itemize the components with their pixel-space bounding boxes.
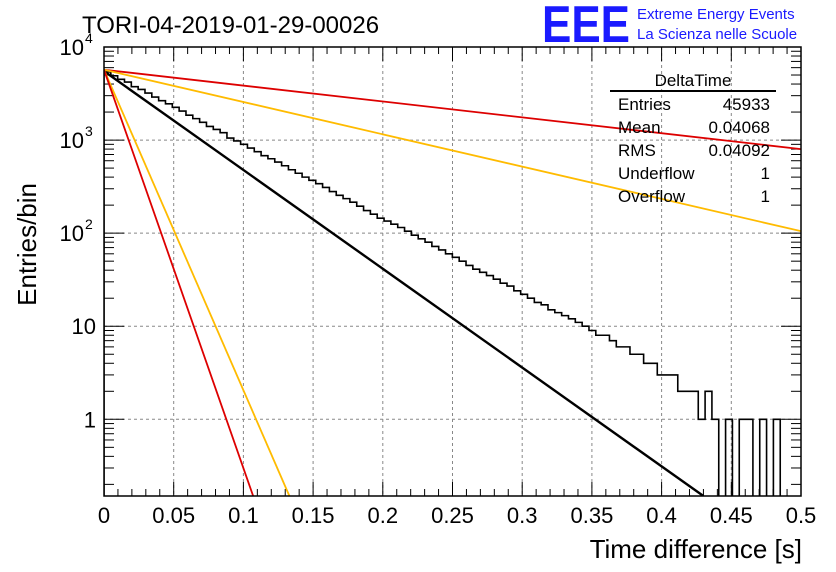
stats-value-entries: 45933 [723,95,770,114]
x-tick-label: 0 [98,503,110,528]
histogram-outline [104,71,782,496]
stats-label-mean: Mean [618,118,661,137]
stats-label-entries: Entries [618,95,671,114]
plot-frame [103,46,802,497]
y-axis-title: Entries/bin [12,183,42,306]
fit-line-2 [104,68,801,150]
x-axis-title: Time difference [s] [590,534,802,564]
stats-title: DeltaTime [655,71,732,90]
x-tick-label: 0.25 [431,503,474,528]
x-tick-label: 0.5 [786,503,817,528]
y-tick-exponent: 3 [85,123,93,139]
x-tick-label: 0.4 [646,503,677,528]
stats-value-overflow: 1 [761,187,770,206]
x-tick-label: 0.35 [570,503,613,528]
x-tick-label: 0.45 [710,503,753,528]
y-tick-label: 10 [60,128,84,153]
x-tick-label: 0.3 [507,503,538,528]
stats-label-overflow: Overflow [618,187,686,206]
tick-labels: 0 0.05 0.1 0.15 0.2 0.25 0.3 0.35 0.4 0.45 0.5 1 10 1… [60,30,817,528]
y-tick-label: 10 [72,314,96,339]
stats-value-rms: 0.04092 [709,141,770,160]
stats-value-underflow: 1 [761,164,770,183]
histogram-series [104,71,782,496]
eee-logo: EEE Extreme Energy Events La Scienza nel… [542,0,797,54]
y-tick-label: 10 [60,221,84,246]
x-tick-label: 0.2 [368,503,399,528]
fit-line-4 [104,69,291,496]
chart-title: TORI-04-2019-01-29-00026 [82,12,379,39]
fit-line-5 [104,69,255,496]
stats-label-rms: RMS [618,141,656,160]
y-tick-label: 1 [84,407,96,432]
fit-line-3 [104,68,801,233]
fit-line-1 [104,70,705,496]
x-tick-label: 0.15 [292,503,335,528]
fit-lines [104,68,801,496]
y-tick-label: 10 [60,35,84,60]
stats-value-mean: 0.04068 [709,118,770,137]
stats-label-underflow: Underflow [618,164,695,183]
grid [104,47,801,496]
y-tick-exponent: 2 [85,216,93,232]
x-tick-label: 0.1 [228,503,259,528]
logo-line-1: Extreme Energy Events [637,6,795,23]
logo-mark: EEE [542,0,630,54]
y-tick-exponent: 4 [85,30,93,46]
stats-box: DeltaTime Entries 45933 Mean 0.04068 RMS 0.04… [610,71,776,206]
x-tick-label: 0.05 [152,503,195,528]
logo-line-2: La Scienza nelle Scuole [637,26,797,43]
